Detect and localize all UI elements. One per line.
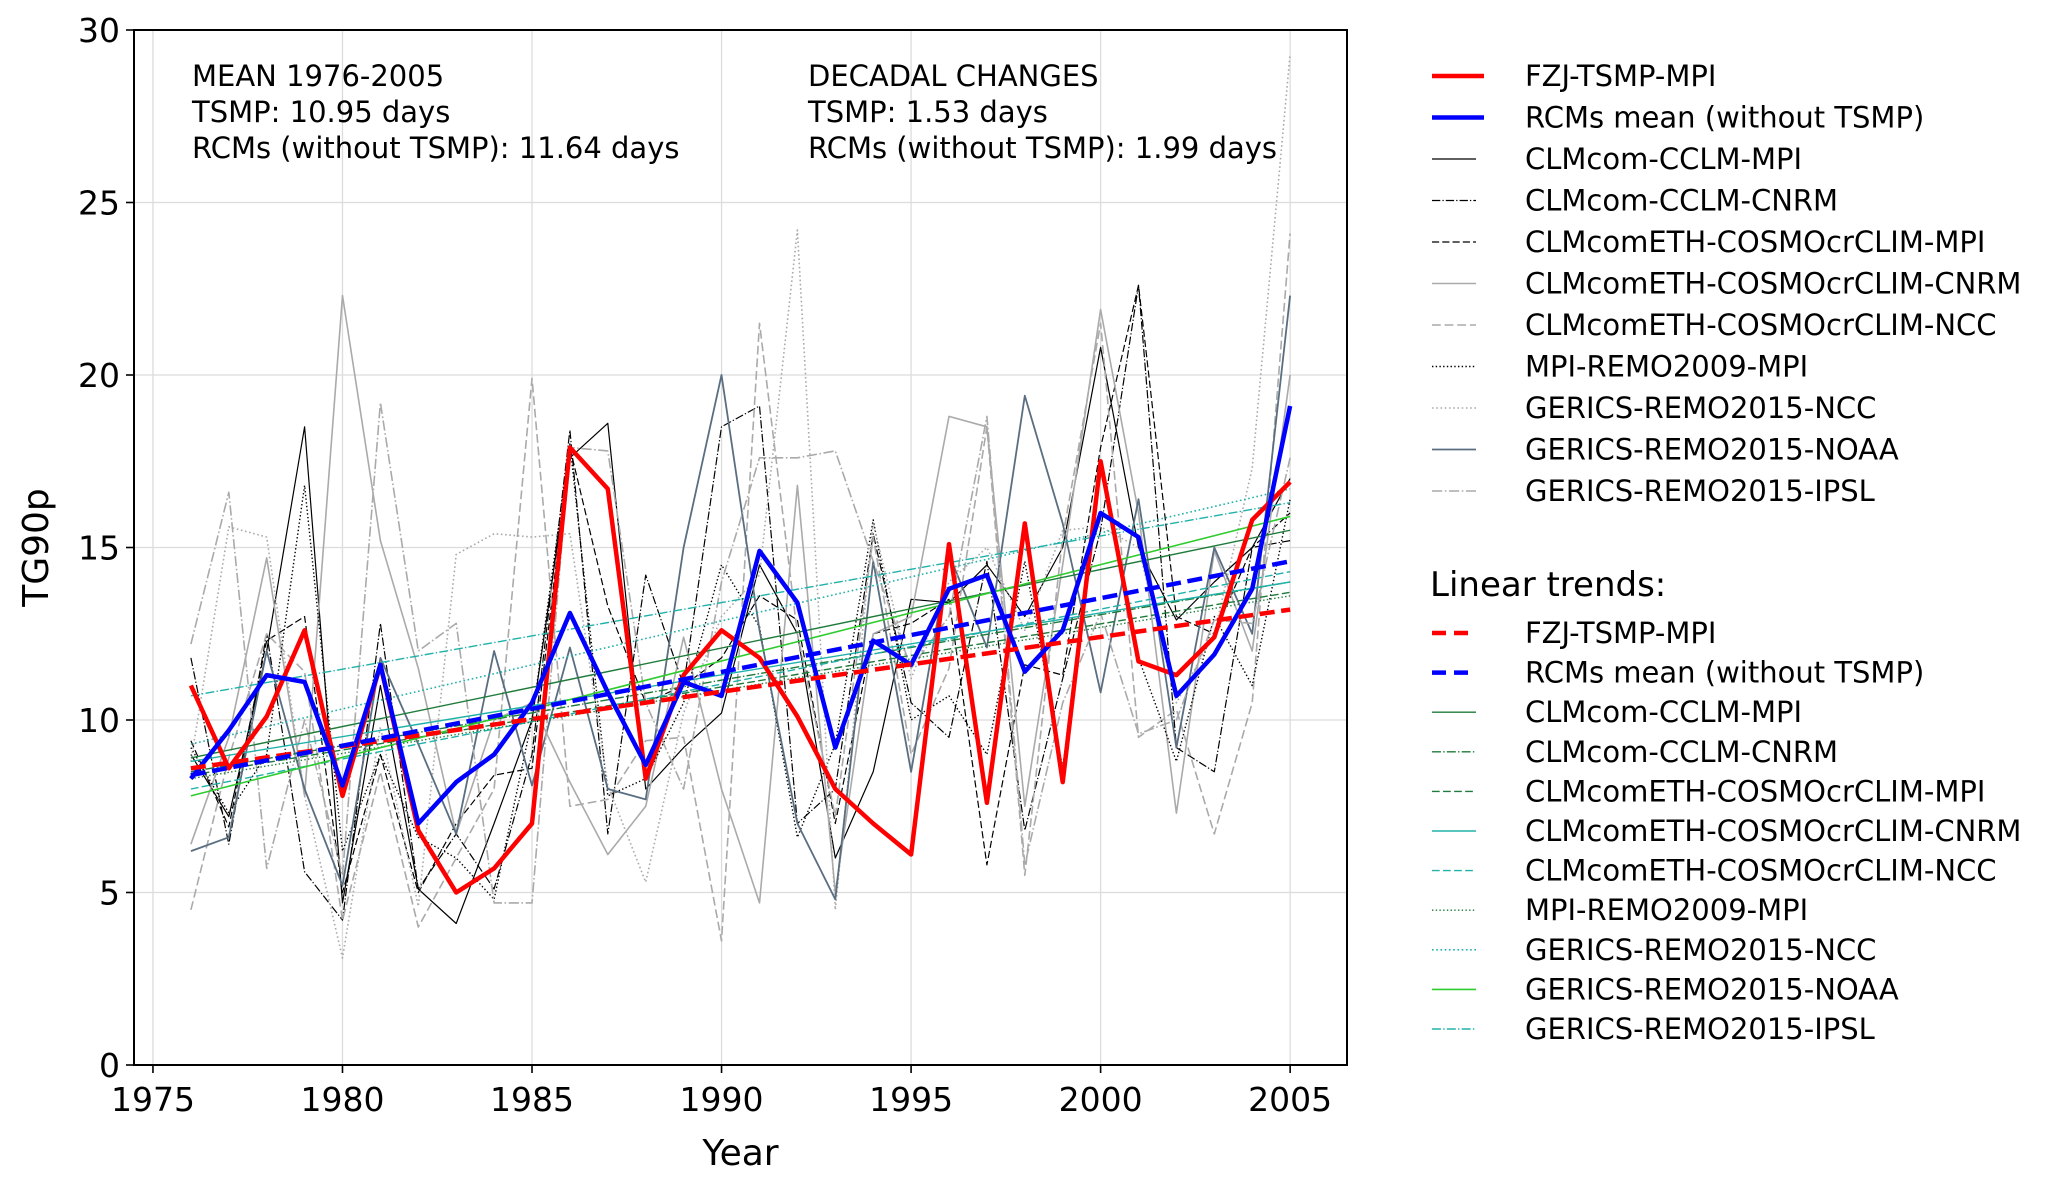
trend-line-fzj-tsmp-mpi xyxy=(190,607,1291,771)
y-tick-label: 10 xyxy=(78,701,120,740)
x-tick-label: 2005 xyxy=(1248,1080,1332,1119)
series-line-rcms-mean-without-tsmp xyxy=(189,405,1293,826)
trend-line-clmcometh-cosmocrclim-ncc xyxy=(190,570,1291,790)
legend-trend-label-clmcometh-cosmocrclim-cnrm: CLMcomETH-COSMOcrCLIM-CNRM xyxy=(1525,814,2021,848)
decadal-annotation-tsmp: TSMP: 1.53 days xyxy=(807,95,1048,129)
series-line-gerics-remo2015-ncc xyxy=(190,54,1291,959)
x-tick-label: 1975 xyxy=(111,1080,195,1119)
x-tick-label: 1980 xyxy=(300,1080,384,1119)
mean-annotation-tsmp: TSMP: 10.95 days xyxy=(191,95,450,129)
legend-label-gerics-remo2015-ncc: GERICS-REMO2015-NCC xyxy=(1525,391,1876,425)
legend-trend-label-clmcom-cclm-cnrm: CLMcom-CCLM-CNRM xyxy=(1525,735,1838,769)
legend-trend-label-gerics-remo2015-ipsl: GERICS-REMO2015-IPSL xyxy=(1525,1012,1875,1046)
legend-label-clmcometh-cosmocrclim-mpi: CLMcomETH-COSMOcrCLIM-MPI xyxy=(1525,225,1985,259)
legend-trend-label-clmcom-cclm-mpi: CLMcom-CCLM-MPI xyxy=(1525,695,1802,729)
legend-trend-label-rcms-mean-without-tsmp: RCMs mean (without TSMP) xyxy=(1525,656,1924,690)
y-tick-label: 30 xyxy=(78,11,120,50)
ticks: 1975 1980 1985 1990 1995 2000 2005 0 5 10 15 20 25 30 xyxy=(78,11,1332,1119)
y-tick-label: 5 xyxy=(99,874,120,913)
x-tick-label: 2000 xyxy=(1059,1080,1143,1119)
legend-label-clmcometh-cosmocrclim-cnrm: CLMcomETH-COSMOcrCLIM-CNRM xyxy=(1525,267,2021,301)
x-axis-label: Year xyxy=(701,1133,778,1174)
series-line-gerics-remo2015-noaa xyxy=(190,295,1291,901)
legend-trend-label-mpi-remo2009-mpi: MPI-REMO2009-MPI xyxy=(1525,893,1808,927)
x-tick-label: 1995 xyxy=(869,1080,953,1119)
legend-trend-label-gerics-remo2015-ncc: GERICS-REMO2015-NCC xyxy=(1525,933,1876,967)
series-layer xyxy=(190,54,1291,959)
mean-annotation-title: MEAN 1976-2005 xyxy=(192,59,444,93)
y-tick-label: 0 xyxy=(99,1046,120,1085)
x-tick-label: 1990 xyxy=(680,1080,764,1119)
main-layer xyxy=(188,405,1293,895)
y-axis-label: TG90p xyxy=(16,488,57,608)
series-line-gerics-remo2015-ipsl xyxy=(190,401,1291,904)
y-tick-label: 25 xyxy=(78,184,120,223)
y-tick-label: 20 xyxy=(78,356,120,395)
legend-trends-title: Linear trends: xyxy=(1430,565,1666,605)
legend-label-mpi-remo2009-mpi: MPI-REMO2009-MPI xyxy=(1525,350,1808,384)
trend-line-clmcometh-cosmocrclim-mpi xyxy=(190,591,1291,776)
decadal-annotation-title: DECADAL CHANGES xyxy=(808,59,1099,93)
legend-label-rcms-mean-without-tsmp: RCMs mean (without TSMP) xyxy=(1525,101,1924,135)
annotations: MEAN 1976-2005 TSMP: 10.95 days RCMs (wi… xyxy=(191,59,1277,165)
series-line-clmcometh-cosmocrclim-cnrm xyxy=(190,294,1291,904)
trend-line-gerics-remo2015-noaa xyxy=(190,515,1291,797)
trend-line-rcms-mean-without-tsmp xyxy=(190,559,1291,778)
legend-trend-label-clmcometh-cosmocrclim-mpi: CLMcomETH-COSMOcrCLIM-MPI xyxy=(1525,774,1985,808)
trend-line-clmcometh-cosmocrclim-cnrm xyxy=(190,581,1291,763)
legend-trend-label-gerics-remo2015-noaa: GERICS-REMO2015-NOAA xyxy=(1525,972,1899,1006)
legend-trend-label-fzj-tsmp-mpi: FZJ-TSMP-MPI xyxy=(1525,616,1716,650)
x-tick-label: 1985 xyxy=(490,1080,574,1119)
trend-line-mpi-remo2009-mpi xyxy=(190,595,1291,780)
decadal-annotation-rcms: RCMs (without TSMP): 1.99 days xyxy=(808,131,1277,165)
trend-line-gerics-remo2015-ipsl xyxy=(190,501,1291,697)
legend-label-gerics-remo2015-noaa: GERICS-REMO2015-NOAA xyxy=(1525,433,1899,467)
legend-label-clmcometh-cosmocrclim-ncc: CLMcomETH-COSMOcrCLIM-NCC xyxy=(1525,308,1997,342)
legend-trend-label-clmcometh-cosmocrclim-ncc: CLMcomETH-COSMOcrCLIM-NCC xyxy=(1525,854,1997,888)
legend: FZJ-TSMP-MPI RCMs mean (without TSMP) CLMc… xyxy=(1430,59,2021,1046)
legend-label-gerics-remo2015-ipsl: GERICS-REMO2015-IPSL xyxy=(1525,474,1875,508)
legend-label-fzj-tsmp-mpi: FZJ-TSMP-MPI xyxy=(1525,59,1716,93)
y-tick-label: 15 xyxy=(78,529,120,568)
mean-annotation-rcms: RCMs (without TSMP): 11.64 days xyxy=(192,131,679,165)
legend-label-clmcom-cclm-cnrm: CLMcom-CCLM-CNRM xyxy=(1525,184,1838,218)
legend-label-clmcom-cclm-mpi: CLMcom-CCLM-MPI xyxy=(1525,142,1802,176)
